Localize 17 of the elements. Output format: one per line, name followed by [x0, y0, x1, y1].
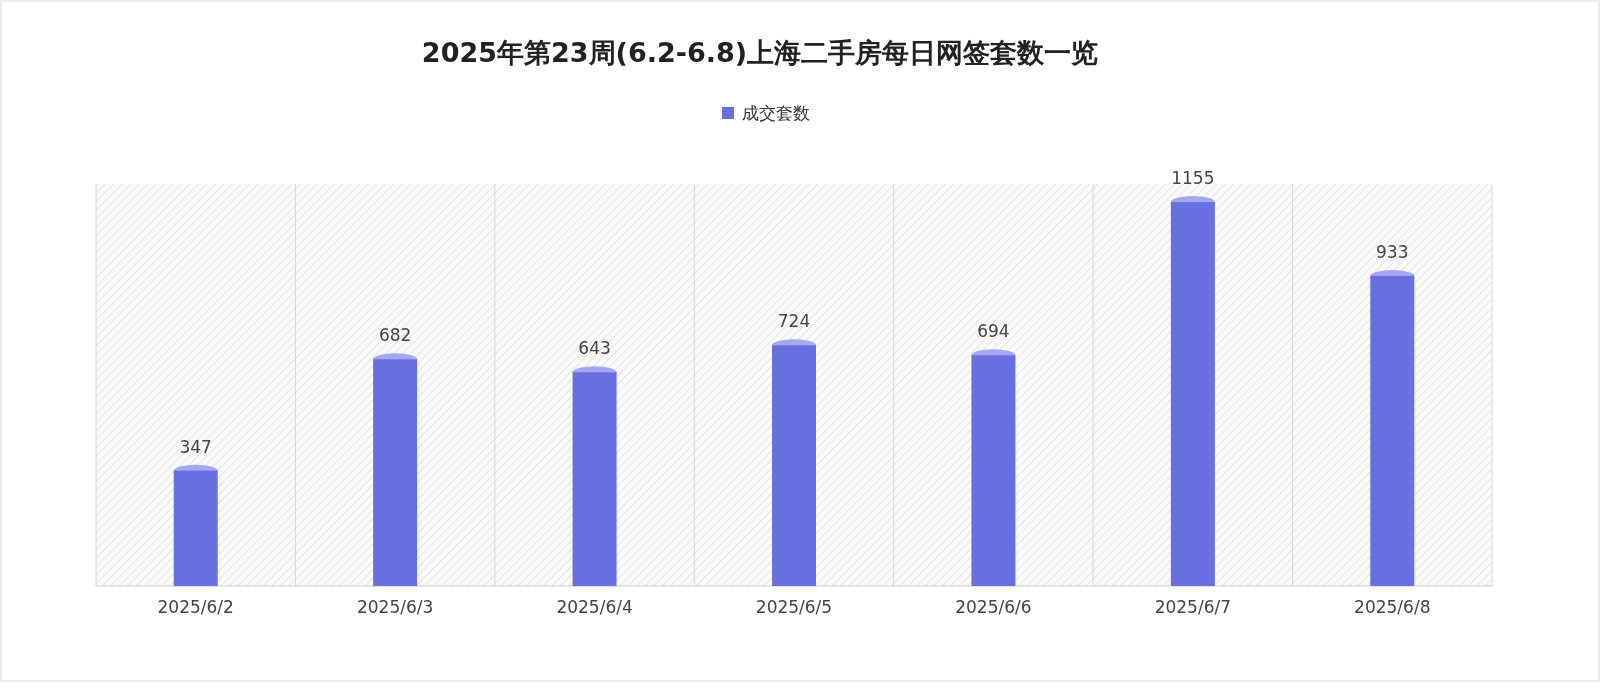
x-tick-label: 2025/6/6 [955, 597, 1032, 617]
data-label: 682 [378, 325, 412, 346]
data-label: 694 [977, 321, 1010, 342]
x-tick-label: 2025/6/7 [1154, 597, 1232, 617]
chart-title: 2025年第23周(6.2-6.8)上海二手房每日网签套数一览 [421, 37, 1099, 68]
data-label: 643 [578, 338, 611, 359]
data-label: 1155 [1171, 168, 1215, 189]
x-tick-label: 2025/6/5 [755, 597, 833, 617]
x-tick-label: 2025/6/2 [157, 597, 234, 617]
x-tick-label: 2025/6/8 [1354, 597, 1431, 617]
data-label: 347 [179, 436, 212, 457]
x-tick-label: 2025/6/4 [556, 597, 633, 617]
data-label: 724 [777, 311, 811, 332]
x-tick-label: 2025/6/3 [356, 597, 434, 617]
成交套数: 347 682 643 724 694 1155 933 [173, 168, 1415, 586]
legend-label: 成交套数 [742, 103, 810, 123]
data-label: 933 [1376, 241, 1409, 262]
